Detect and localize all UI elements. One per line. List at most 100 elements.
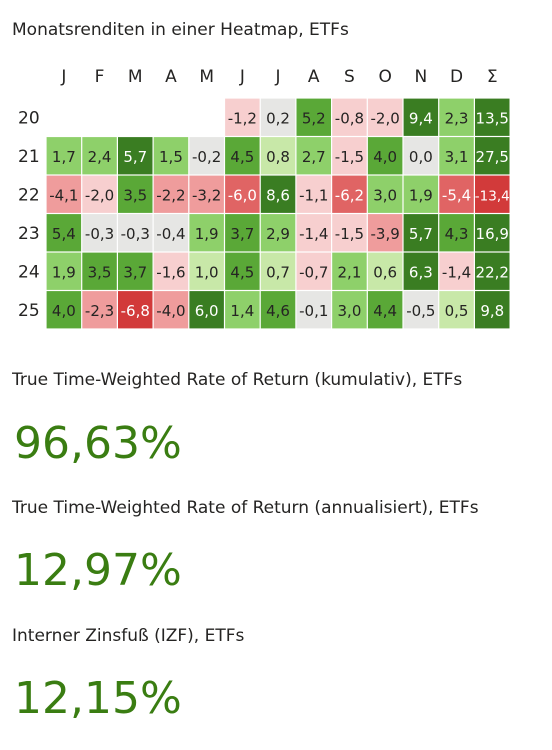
heatmap-cell-label: 5,7 bbox=[409, 225, 433, 243]
heatmap-cell-label: -6,8 bbox=[121, 302, 150, 320]
heatmap-cell bbox=[367, 175, 403, 213]
row-label-year: 20 bbox=[18, 108, 40, 128]
heatmap-title: Monatsrenditen in einer Heatmap, ETFs bbox=[12, 20, 349, 40]
column-header: M bbox=[199, 67, 214, 87]
heatmap-cell bbox=[46, 137, 82, 175]
metric-label-twrr-annualized: True Time-Weighted Rate of Return (annua… bbox=[12, 498, 479, 518]
heatmap-cell bbox=[403, 175, 439, 213]
heatmap-cell bbox=[367, 214, 403, 252]
heatmap-cell bbox=[46, 252, 82, 290]
heatmap-cell bbox=[260, 291, 296, 329]
heatmap-cell bbox=[153, 175, 189, 213]
heatmap-cell bbox=[225, 137, 260, 175]
heatmap-cell bbox=[296, 252, 331, 290]
heatmap-cell bbox=[118, 175, 153, 213]
heatmap-cell bbox=[332, 175, 367, 213]
heatmap-cell bbox=[439, 291, 474, 329]
heatmap-cell bbox=[403, 98, 439, 136]
heatmap-cell bbox=[475, 98, 510, 136]
heatmap-cell-label: 2,4 bbox=[88, 148, 112, 166]
heatmap-cell bbox=[189, 252, 224, 290]
heatmap-cell bbox=[118, 214, 153, 252]
heatmap-cell bbox=[189, 214, 224, 252]
heatmap-cell bbox=[332, 291, 367, 329]
heatmap-cell bbox=[296, 98, 331, 136]
heatmap-cell-label: 0,5 bbox=[445, 302, 469, 320]
heatmap-cell bbox=[153, 137, 189, 175]
heatmap-cell-label: 1,5 bbox=[159, 148, 183, 166]
heatmap-cell bbox=[475, 137, 510, 175]
heatmap-cell bbox=[82, 175, 117, 213]
heatmap-cell bbox=[332, 252, 367, 290]
row-label-year: 22 bbox=[18, 185, 40, 205]
heatmap-cell-label: -0,1 bbox=[299, 302, 328, 320]
heatmap-cell bbox=[475, 175, 510, 213]
heatmap-cell bbox=[225, 291, 260, 329]
heatmap-cell-label: -0,4 bbox=[156, 225, 185, 243]
heatmap-cell-label: -0,3 bbox=[121, 225, 150, 243]
heatmap-cell bbox=[332, 214, 367, 252]
column-header: A bbox=[308, 67, 320, 87]
heatmap-cell-label: 1,9 bbox=[409, 186, 433, 204]
heatmap-cell-label: -3,9 bbox=[371, 225, 400, 243]
heatmap-cell-label: -1,5 bbox=[335, 148, 364, 166]
metric-value-twrr-annualized: 12,97% bbox=[14, 545, 182, 596]
heatmap-cell-label: -5,4 bbox=[442, 186, 471, 204]
heatmap-cell bbox=[403, 291, 439, 329]
heatmap-cell-label: 3,7 bbox=[123, 263, 147, 281]
heatmap-cell bbox=[439, 252, 474, 290]
heatmap-cell bbox=[118, 137, 153, 175]
heatmap-cell-label: -4,1 bbox=[49, 186, 78, 204]
column-header: N bbox=[414, 67, 427, 87]
heatmap-cell bbox=[189, 137, 224, 175]
heatmap-cell bbox=[46, 175, 82, 213]
heatmap-cell-label: 4,6 bbox=[266, 302, 290, 320]
heatmap-cell bbox=[439, 98, 474, 136]
heatmap-cell-label: -1,6 bbox=[156, 263, 185, 281]
heatmap-cell-label: 4,0 bbox=[52, 302, 76, 320]
heatmap-cell-label: 4,5 bbox=[230, 148, 254, 166]
row-label-year: 21 bbox=[18, 147, 40, 167]
heatmap-cell-label: 5,2 bbox=[302, 109, 326, 127]
heatmap-cell-label: -4,0 bbox=[156, 302, 185, 320]
heatmap-cell bbox=[260, 175, 296, 213]
heatmap-cell-label: -1,2 bbox=[228, 109, 257, 127]
heatmap-cell bbox=[332, 137, 367, 175]
heatmap-cell bbox=[225, 175, 260, 213]
heatmap-cell bbox=[296, 291, 331, 329]
row-label-year: 24 bbox=[18, 262, 40, 282]
heatmap-cell-label: 1,4 bbox=[230, 302, 254, 320]
heatmap-cell-label: -6,0 bbox=[228, 186, 257, 204]
column-header: M bbox=[128, 67, 143, 87]
heatmap-cell bbox=[260, 98, 296, 136]
heatmap-cell-label: -2,0 bbox=[85, 186, 114, 204]
heatmap-cell-label: -3,2 bbox=[192, 186, 221, 204]
heatmap-cell bbox=[225, 252, 260, 290]
heatmap-cell-label: -6,2 bbox=[335, 186, 364, 204]
heatmap-cell bbox=[475, 252, 510, 290]
heatmap-cell bbox=[118, 252, 153, 290]
heatmap-cell bbox=[367, 291, 403, 329]
heatmap-cell-label: 3,1 bbox=[445, 148, 469, 166]
heatmap-cell-label: 22,2 bbox=[476, 263, 509, 281]
heatmap-cell bbox=[439, 175, 474, 213]
heatmap-cell bbox=[46, 291, 82, 329]
heatmap-cell bbox=[403, 137, 439, 175]
heatmap-cell-label: 2,9 bbox=[266, 225, 290, 243]
heatmap-cell-label: -1,1 bbox=[299, 186, 328, 204]
heatmap-cell-label: 0,8 bbox=[266, 148, 290, 166]
heatmap-cell bbox=[475, 214, 510, 252]
heatmap-cell bbox=[367, 98, 403, 136]
heatmap-cell bbox=[403, 252, 439, 290]
heatmap-cell-label: 4,4 bbox=[373, 302, 397, 320]
heatmap-cell-label: -2,0 bbox=[371, 109, 400, 127]
column-header: J bbox=[239, 67, 245, 87]
heatmap-cell bbox=[403, 214, 439, 252]
row-label-year: 25 bbox=[18, 301, 40, 321]
heatmap-cell-label: -2,2 bbox=[156, 186, 185, 204]
heatmap-cell-label: -1,4 bbox=[299, 225, 328, 243]
heatmap-cell-label: 3,7 bbox=[230, 225, 254, 243]
heatmap-cell-label: -0,7 bbox=[299, 263, 328, 281]
heatmap-cell bbox=[439, 137, 474, 175]
column-header: J bbox=[60, 67, 66, 87]
